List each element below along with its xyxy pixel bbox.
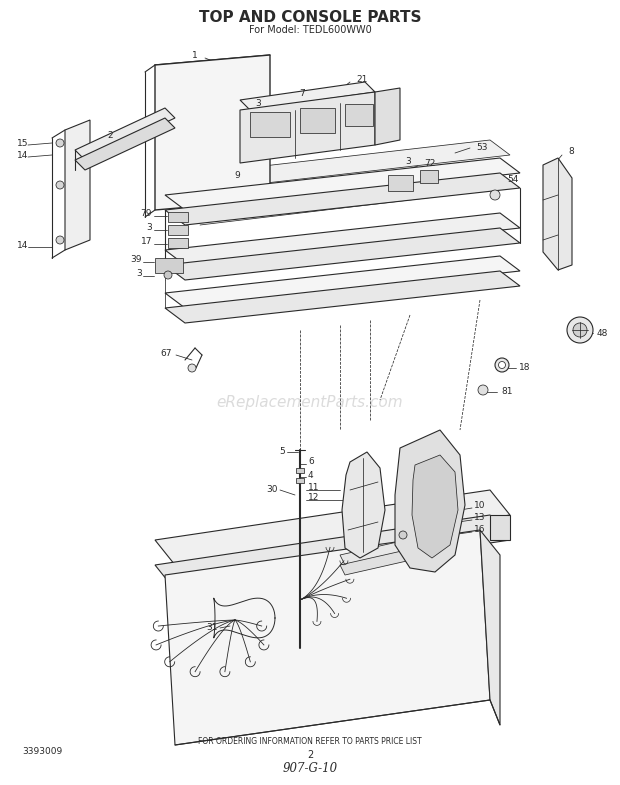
Polygon shape — [340, 538, 420, 565]
Polygon shape — [165, 213, 520, 265]
Polygon shape — [165, 530, 490, 745]
Circle shape — [399, 531, 407, 539]
Polygon shape — [155, 490, 510, 565]
Text: 15: 15 — [17, 138, 28, 148]
Text: 18: 18 — [519, 363, 531, 373]
Text: 12: 12 — [308, 494, 319, 502]
Text: 72: 72 — [424, 159, 435, 169]
Text: 3: 3 — [405, 158, 411, 166]
Text: FOR ORDERING INFORMATION REFER TO PARTS PRICE LIST: FOR ORDERING INFORMATION REFER TO PARTS … — [198, 737, 422, 747]
Polygon shape — [165, 158, 520, 210]
Text: 8: 8 — [568, 148, 574, 156]
Polygon shape — [543, 158, 572, 270]
Text: 17: 17 — [141, 238, 152, 246]
Text: 4: 4 — [308, 470, 314, 480]
Text: 54: 54 — [507, 174, 518, 184]
Text: 31: 31 — [206, 623, 218, 633]
Bar — [155, 258, 183, 273]
Text: 907-G-10: 907-G-10 — [283, 761, 337, 775]
Text: 39: 39 — [130, 255, 142, 265]
Circle shape — [478, 385, 488, 395]
Bar — [250, 112, 290, 137]
Circle shape — [495, 358, 509, 372]
Circle shape — [56, 139, 64, 147]
Polygon shape — [155, 515, 510, 590]
Text: eReplacementParts.com: eReplacementParts.com — [216, 396, 404, 411]
Circle shape — [188, 364, 196, 372]
Polygon shape — [412, 455, 458, 558]
Text: 13: 13 — [474, 513, 485, 523]
Polygon shape — [340, 548, 420, 575]
Text: 48: 48 — [597, 328, 608, 338]
Polygon shape — [155, 55, 270, 210]
Text: 7: 7 — [299, 89, 305, 97]
Text: 14: 14 — [17, 151, 28, 159]
Text: 3: 3 — [136, 269, 142, 279]
Polygon shape — [75, 108, 175, 160]
Polygon shape — [240, 92, 375, 163]
Text: 9: 9 — [234, 170, 240, 180]
Polygon shape — [342, 452, 385, 558]
Bar — [168, 212, 188, 222]
Text: 16: 16 — [474, 525, 485, 535]
Text: For Model: TEDL600WW0: For Model: TEDL600WW0 — [249, 25, 371, 35]
Text: 1: 1 — [192, 50, 198, 60]
Polygon shape — [65, 120, 90, 250]
Text: 6: 6 — [308, 458, 314, 466]
Text: 53: 53 — [476, 143, 487, 152]
Polygon shape — [395, 430, 465, 572]
Polygon shape — [75, 118, 175, 170]
Text: 21: 21 — [356, 75, 368, 85]
Bar — [300, 108, 335, 133]
Polygon shape — [165, 256, 520, 308]
Circle shape — [56, 236, 64, 244]
Bar — [420, 170, 438, 183]
Text: 3: 3 — [255, 98, 261, 108]
Bar — [296, 478, 304, 483]
Text: 81: 81 — [501, 388, 513, 396]
Text: 2: 2 — [107, 132, 113, 141]
Text: 3: 3 — [146, 224, 152, 232]
Circle shape — [164, 271, 172, 279]
Circle shape — [567, 317, 593, 343]
Text: TOP AND CONSOLE PARTS: TOP AND CONSOLE PARTS — [199, 10, 421, 25]
Polygon shape — [375, 88, 400, 145]
Text: 5: 5 — [279, 447, 285, 457]
Bar — [168, 238, 188, 248]
Circle shape — [490, 190, 500, 200]
Polygon shape — [165, 228, 520, 280]
Polygon shape — [185, 140, 510, 190]
Polygon shape — [165, 271, 520, 323]
Text: 3393009: 3393009 — [22, 747, 62, 757]
Polygon shape — [490, 515, 510, 540]
Text: 10: 10 — [474, 502, 485, 510]
Polygon shape — [240, 82, 375, 110]
Polygon shape — [480, 530, 500, 725]
Bar — [296, 468, 304, 473]
Bar — [388, 175, 413, 191]
Text: 2: 2 — [307, 750, 313, 760]
Bar — [168, 225, 188, 235]
Text: 14: 14 — [17, 240, 28, 250]
Text: 67: 67 — [161, 349, 172, 357]
Circle shape — [498, 362, 505, 368]
Circle shape — [573, 323, 587, 337]
Text: 11: 11 — [308, 483, 319, 491]
Circle shape — [56, 181, 64, 189]
Bar — [345, 104, 373, 126]
Text: 30: 30 — [267, 485, 278, 495]
Polygon shape — [165, 173, 520, 225]
Text: 79: 79 — [141, 210, 152, 218]
